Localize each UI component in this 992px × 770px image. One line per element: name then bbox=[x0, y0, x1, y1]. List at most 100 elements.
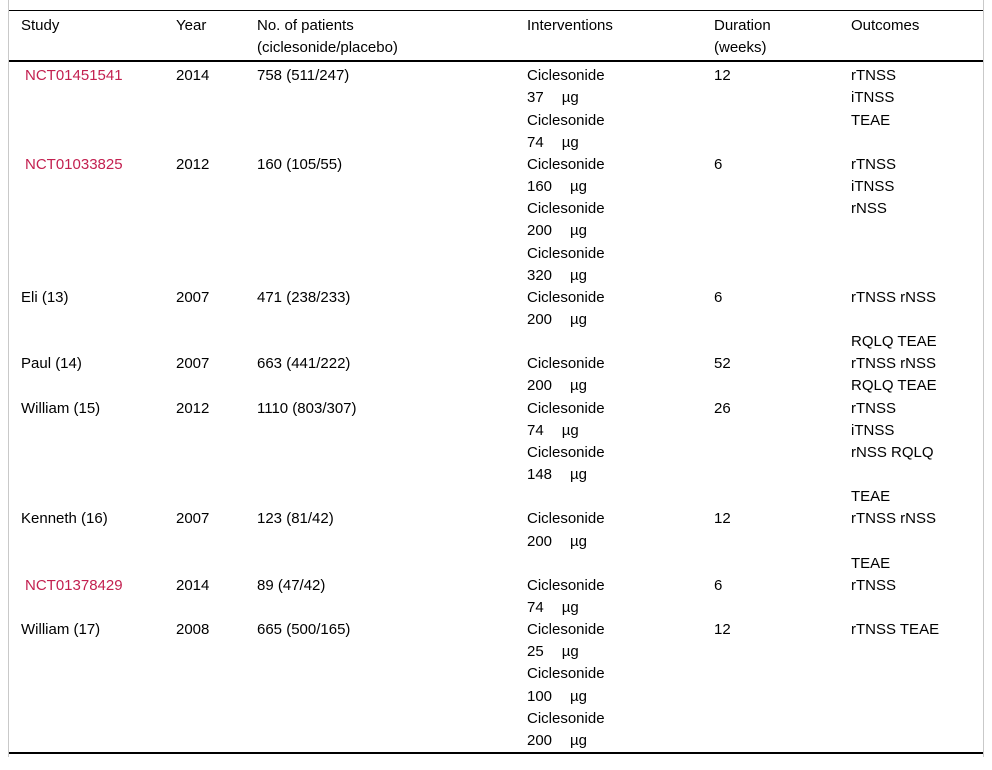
outcome-line: iTNSS bbox=[851, 89, 895, 107]
interventions-cell: Ciclesonide 200 µg bbox=[527, 287, 714, 353]
outcome-line: RQLQ TEAE bbox=[851, 377, 937, 395]
intervention-dose: 200 µg bbox=[527, 220, 714, 242]
interventions-cell: Ciclesonide 160 µg Ciclesonide 200 µg Cicleson… bbox=[527, 154, 714, 287]
dose-value: 320 bbox=[527, 266, 553, 284]
header-patients-label-line1: No. of patients bbox=[257, 17, 354, 34]
dose-unit: µg bbox=[570, 377, 588, 395]
outcomes-cell: rTNSS iTNSS rNSS bbox=[851, 154, 975, 287]
outcome-line: rTNSS bbox=[851, 576, 896, 594]
header-row: Study Year No. of patients (ciclesonide/… bbox=[9, 15, 983, 59]
interventions-cell: Ciclesonide 74 µg bbox=[527, 575, 714, 619]
dose-unit: µg bbox=[561, 133, 579, 151]
year-cell: 2008 bbox=[176, 621, 210, 639]
interventions-cell: Ciclesonide 200 µg bbox=[527, 508, 714, 574]
year-cell: 2014 bbox=[176, 576, 210, 594]
outcome-line: rTNSS bbox=[851, 155, 896, 173]
duration-cell: 12 bbox=[714, 67, 731, 85]
header-duration-label-line1: Duration bbox=[714, 17, 771, 34]
dose-value: 25 bbox=[527, 643, 544, 661]
study-cell: NCT01378429 bbox=[9, 575, 176, 619]
table-frame: Study Year No. of patients (ciclesonide/… bbox=[8, 0, 984, 757]
year-cell: 2007 bbox=[176, 355, 210, 373]
intervention-dose: 200 µg bbox=[527, 375, 714, 397]
header-year-label: Year bbox=[176, 17, 207, 34]
study-registry-link[interactable]: NCT01451541 bbox=[25, 67, 123, 85]
intervention-dose: 200 µg bbox=[527, 309, 714, 331]
outcome-line: rTNSS bbox=[851, 399, 896, 417]
dose-value: 100 bbox=[527, 687, 553, 705]
patients-cell: 89 (47/42) bbox=[257, 576, 326, 594]
intervention-dose: 320 µg bbox=[527, 265, 714, 287]
outcome-line: iTNSS bbox=[851, 178, 895, 196]
dose-unit: µg bbox=[561, 643, 579, 661]
year-cell: 2014 bbox=[176, 67, 210, 85]
intervention-drug: Ciclesonide bbox=[527, 355, 605, 373]
year-cell: 2007 bbox=[176, 510, 210, 528]
intervention-dose: 25 µg bbox=[527, 641, 714, 663]
outcomes-cell: rTNSS TEAE bbox=[851, 619, 975, 752]
intervention-drug: Ciclesonide bbox=[527, 288, 605, 306]
duration-cell: 6 bbox=[714, 576, 723, 594]
header-patients: No. of patients (ciclesonide/placebo) bbox=[257, 15, 527, 59]
dose-value: 200 bbox=[527, 377, 553, 395]
dose-unit: µg bbox=[570, 222, 588, 240]
dose-value: 200 bbox=[527, 731, 553, 749]
duration-cell: 6 bbox=[714, 155, 723, 173]
table-row: NCT01451541 2014 758 (511/247) Ciclesonide 3… bbox=[9, 65, 983, 154]
intervention-dose: 148 µg bbox=[527, 464, 714, 486]
patients-cell: 471 (238/233) bbox=[257, 288, 351, 306]
intervention-drug: Ciclesonide bbox=[527, 665, 605, 683]
intervention-dose: 200 µg bbox=[527, 730, 714, 752]
table-row: William (15) 2012 1110 (803/307) Ciclesonid… bbox=[9, 398, 983, 509]
outcomes-cell: rTNSS bbox=[851, 575, 975, 619]
intervention-drug: Ciclesonide bbox=[527, 244, 605, 262]
study-registry-link[interactable]: NCT01378429 bbox=[25, 576, 123, 594]
outcome-line: rTNSS rNSS bbox=[851, 510, 937, 528]
interventions-cell: Ciclesonide 74 µg Ciclesonide 148 µg bbox=[527, 398, 714, 509]
study-registry-link[interactable]: NCT01033825 bbox=[25, 155, 123, 173]
dose-value: 148 bbox=[527, 466, 553, 484]
study-cell: Paul (14) bbox=[9, 353, 176, 397]
dose-unit: µg bbox=[570, 466, 588, 484]
intervention-dose: 200 µg bbox=[527, 531, 714, 553]
intervention-drug: Ciclesonide bbox=[527, 155, 605, 173]
header-outcomes-label: Outcomes bbox=[851, 17, 920, 34]
study-name: Eli (13) bbox=[21, 288, 69, 306]
outcome-line: TEAE bbox=[851, 111, 891, 129]
dose-unit: µg bbox=[570, 178, 588, 196]
outcome-line bbox=[851, 309, 975, 331]
outcome-line bbox=[851, 531, 975, 553]
duration-cell: 12 bbox=[714, 621, 731, 639]
header-outcomes: Outcomes bbox=[851, 15, 975, 59]
duration-cell: 52 bbox=[714, 355, 731, 373]
header-patients-label-line2: (ciclesonide/placebo) bbox=[257, 39, 398, 57]
patients-cell: 1110 (803/307) bbox=[257, 399, 357, 417]
intervention-dose: 74 µg bbox=[527, 420, 714, 442]
patients-cell: 665 (500/165) bbox=[257, 621, 351, 639]
table-row: William (17) 2008 665 (500/165) Ciclesonide… bbox=[9, 619, 983, 752]
outcomes-cell: rTNSS rNSS RQLQ TEAE bbox=[851, 287, 975, 353]
patients-cell: 123 (81/42) bbox=[257, 510, 334, 528]
study-cell: William (17) bbox=[9, 619, 176, 752]
year-cell: 2012 bbox=[176, 399, 210, 417]
header-year: Year bbox=[176, 15, 257, 59]
table-header: Study Year No. of patients (ciclesonide/… bbox=[9, 11, 983, 63]
table-row: Kenneth (16) 2007 123 (81/42) Ciclesonide 20… bbox=[9, 508, 983, 574]
intervention-drug: Ciclesonide bbox=[527, 200, 605, 218]
intervention-dose: 74 µg bbox=[527, 597, 714, 619]
duration-cell: 6 bbox=[714, 288, 723, 306]
outcome-line: TEAE bbox=[851, 554, 891, 572]
intervention-drug: Ciclesonide bbox=[527, 576, 605, 594]
dose-unit: µg bbox=[570, 311, 588, 329]
dose-value: 200 bbox=[527, 222, 553, 240]
intervention-drug: Ciclesonide bbox=[527, 621, 605, 639]
intervention-drug: Ciclesonide bbox=[527, 67, 605, 85]
table-row: Paul (14) 2007 663 (441/222) Ciclesonide 200… bbox=[9, 353, 983, 397]
header-duration: Duration (weeks) bbox=[714, 15, 851, 59]
interventions-cell: Ciclesonide 25 µg Ciclesonide 100 µg Ciclesoni… bbox=[527, 619, 714, 752]
year-cell: 2007 bbox=[176, 288, 210, 306]
patients-cell: 663 (441/222) bbox=[257, 355, 351, 373]
intervention-drug: Ciclesonide bbox=[527, 510, 605, 528]
header-interventions-label: Interventions bbox=[527, 17, 613, 34]
outcomes-cell: rTNSS rNSS TEAE bbox=[851, 508, 975, 574]
